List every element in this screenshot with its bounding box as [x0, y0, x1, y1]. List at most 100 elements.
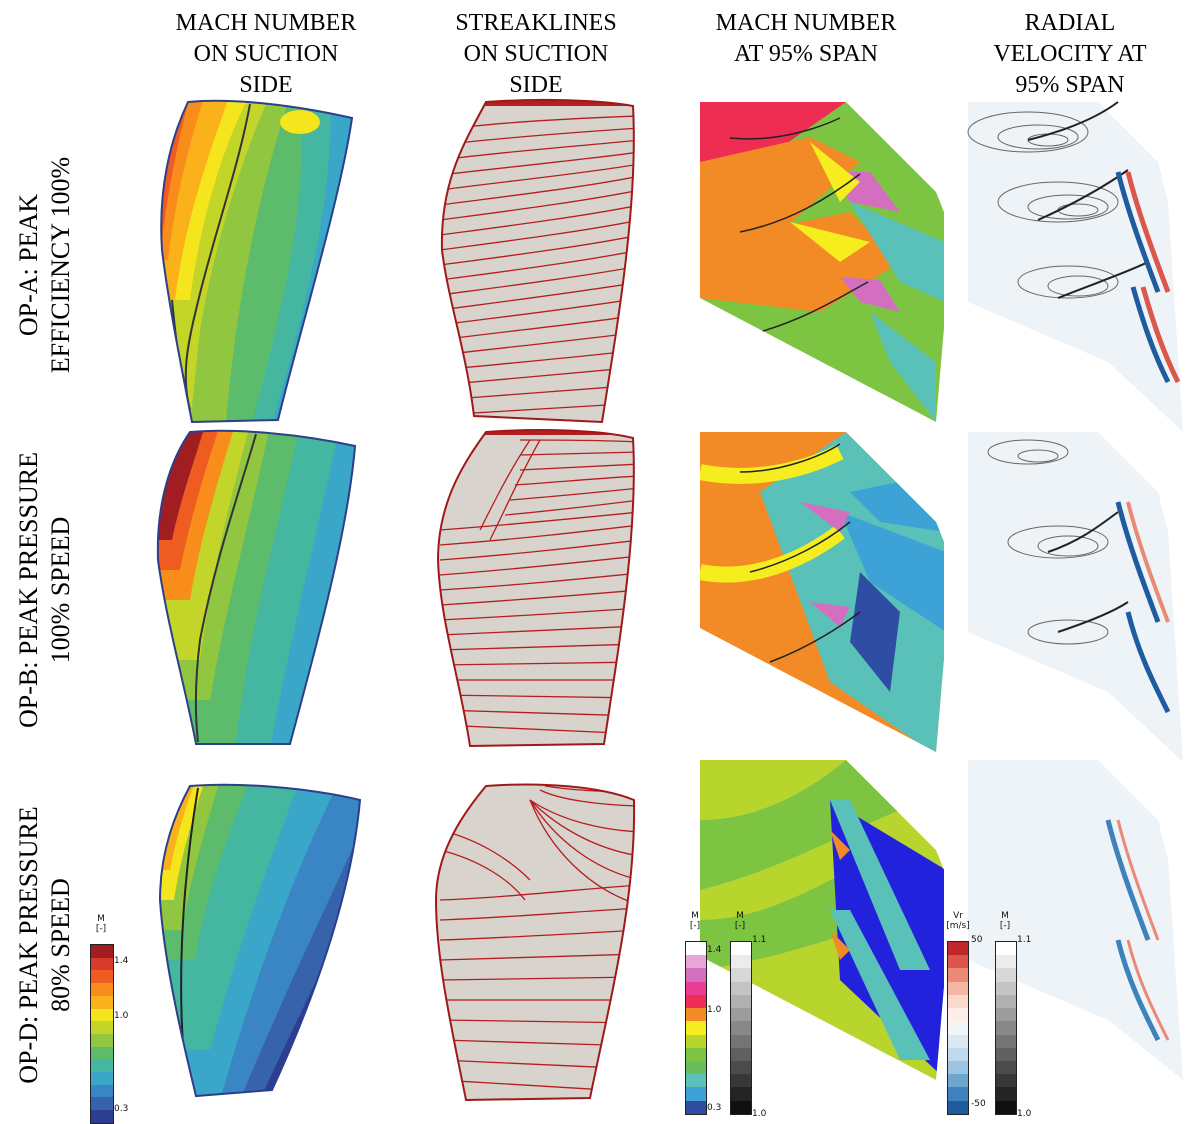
legend-swatch [731, 968, 751, 982]
legend-mach-surface: M [-] 1.4 1.0 0.3 [88, 914, 128, 1124]
legend-tick: 1.0 [114, 1011, 129, 1021]
legend-swatch [996, 1100, 1016, 1114]
legend-tick: -50 [971, 1099, 986, 1109]
legend-tick: 1.1 [1017, 935, 1032, 945]
legend-tick: 0.3 [114, 1104, 129, 1114]
legend-swatch [996, 1074, 1016, 1088]
legend-swatch [948, 1060, 968, 1075]
legend-color-bar [90, 944, 114, 1124]
header-line: ON SUCTION [463, 41, 609, 67]
legend-swatch [948, 1034, 968, 1048]
legend-tick: 1.0 [1017, 1109, 1032, 1119]
legend-swatch [948, 968, 968, 982]
legend-tick: 50 [971, 935, 983, 945]
legend-title: M [691, 911, 699, 921]
column-header-streaklines: STREAKLINES ON SUCTION SIDE [421, 8, 651, 101]
legend-unit: [-] [689, 921, 701, 931]
legend-unit: [-] [95, 924, 107, 934]
legend-swatch [91, 995, 113, 1009]
header-line: SIDE [239, 72, 293, 98]
legend-swatch [686, 968, 706, 982]
legend-swatch [948, 1008, 968, 1022]
legend-swatch [91, 1097, 113, 1111]
legend-swatch [996, 955, 1016, 969]
legend-swatch [996, 1060, 1016, 1075]
header-line: STREAKLINES [455, 10, 617, 36]
legend-swatch [948, 981, 968, 995]
legend-swatch [91, 1072, 113, 1085]
header-line: RADIAL [1024, 10, 1116, 36]
legend-swatch [731, 1074, 751, 1088]
legend-swatch [996, 1008, 1016, 1022]
legend-unit: [-] [734, 921, 746, 931]
legend-color-bar [685, 941, 707, 1115]
header-line: AT 95% SPAN [733, 41, 879, 67]
legend-swatch [996, 968, 1016, 982]
legend-swatch [996, 1047, 1016, 1061]
radial-velocity-op-d [968, 760, 1183, 1080]
legend-swatch [686, 1008, 706, 1022]
legend-swatch [731, 1021, 751, 1035]
legend-swatch [996, 1021, 1016, 1035]
column-header-radial-velocity: RADIAL VELOCITY AT 95% SPAN [955, 8, 1185, 101]
mach-span-op-b [700, 432, 944, 752]
legend-title: M [1001, 911, 1009, 921]
legend-swatch [948, 1100, 968, 1114]
legend-swatch [91, 957, 113, 971]
legend-swatch [948, 942, 968, 956]
legend-swatch [948, 1047, 968, 1061]
legend-swatch [686, 1087, 706, 1101]
header-line: VELOCITY AT [993, 41, 1147, 67]
legend-swatch [686, 981, 706, 995]
legend-swatch [91, 1046, 113, 1060]
legend-tick: 1.1 [752, 935, 767, 945]
legend-swatch [686, 1060, 706, 1075]
legend-swatch [731, 1100, 751, 1114]
column-header-mach-span: MACH NUMBER AT 95% SPAN [691, 8, 921, 70]
column-header-mach-suction: MACH NUMBER ON SUCTION SIDE [151, 8, 381, 101]
legend-title: M [97, 914, 105, 924]
legend-swatch [91, 970, 113, 984]
legend-swatch [731, 981, 751, 995]
legend-swatch [91, 945, 113, 958]
legend-swatch [91, 1033, 113, 1047]
legend-swatch [731, 1047, 751, 1061]
legend-swatch [686, 942, 706, 956]
legend-swatch [731, 994, 751, 1009]
legend-swatch [731, 1060, 751, 1075]
radial-velocity-op-a [967, 101, 1183, 432]
legend-swatch [996, 1034, 1016, 1048]
legend-gray-2: M [-] 1.1 1.0 [993, 911, 1035, 1121]
mach-span-op-d [700, 760, 944, 1080]
legend-swatch [686, 1074, 706, 1088]
legend-swatch [731, 1008, 751, 1022]
legend-swatch [996, 1087, 1016, 1101]
legend-tick: 1.0 [707, 1005, 722, 1015]
legend-swatch [948, 955, 968, 969]
legend-title: Vr [953, 911, 963, 921]
legend-swatch [948, 1074, 968, 1088]
legend-tick: 0.3 [707, 1103, 722, 1113]
legend-swatch [996, 981, 1016, 995]
legend-swatch [686, 994, 706, 1009]
legend-swatch [996, 994, 1016, 1009]
legend-swatch [91, 1021, 113, 1034]
legend-swatch [91, 1110, 113, 1123]
legend-swatch [686, 1047, 706, 1061]
legend-mach-span: M [-] 1.4 1.0 0.3 [683, 911, 723, 1121]
legend-unit: [m/s] [946, 921, 970, 931]
legend-swatch [948, 1087, 968, 1101]
legend-swatch [731, 942, 751, 956]
legend-gray-1: M [-] 1.1 1.0 [728, 911, 770, 1121]
legend-unit: [-] [999, 921, 1011, 931]
legend-tick: 1.0 [752, 1109, 767, 1119]
legend-swatch [996, 942, 1016, 956]
legend-swatch [91, 1059, 113, 1073]
legend-color-bar [995, 941, 1017, 1115]
legend-swatch [731, 1034, 751, 1048]
legend-color-bar [730, 941, 752, 1115]
